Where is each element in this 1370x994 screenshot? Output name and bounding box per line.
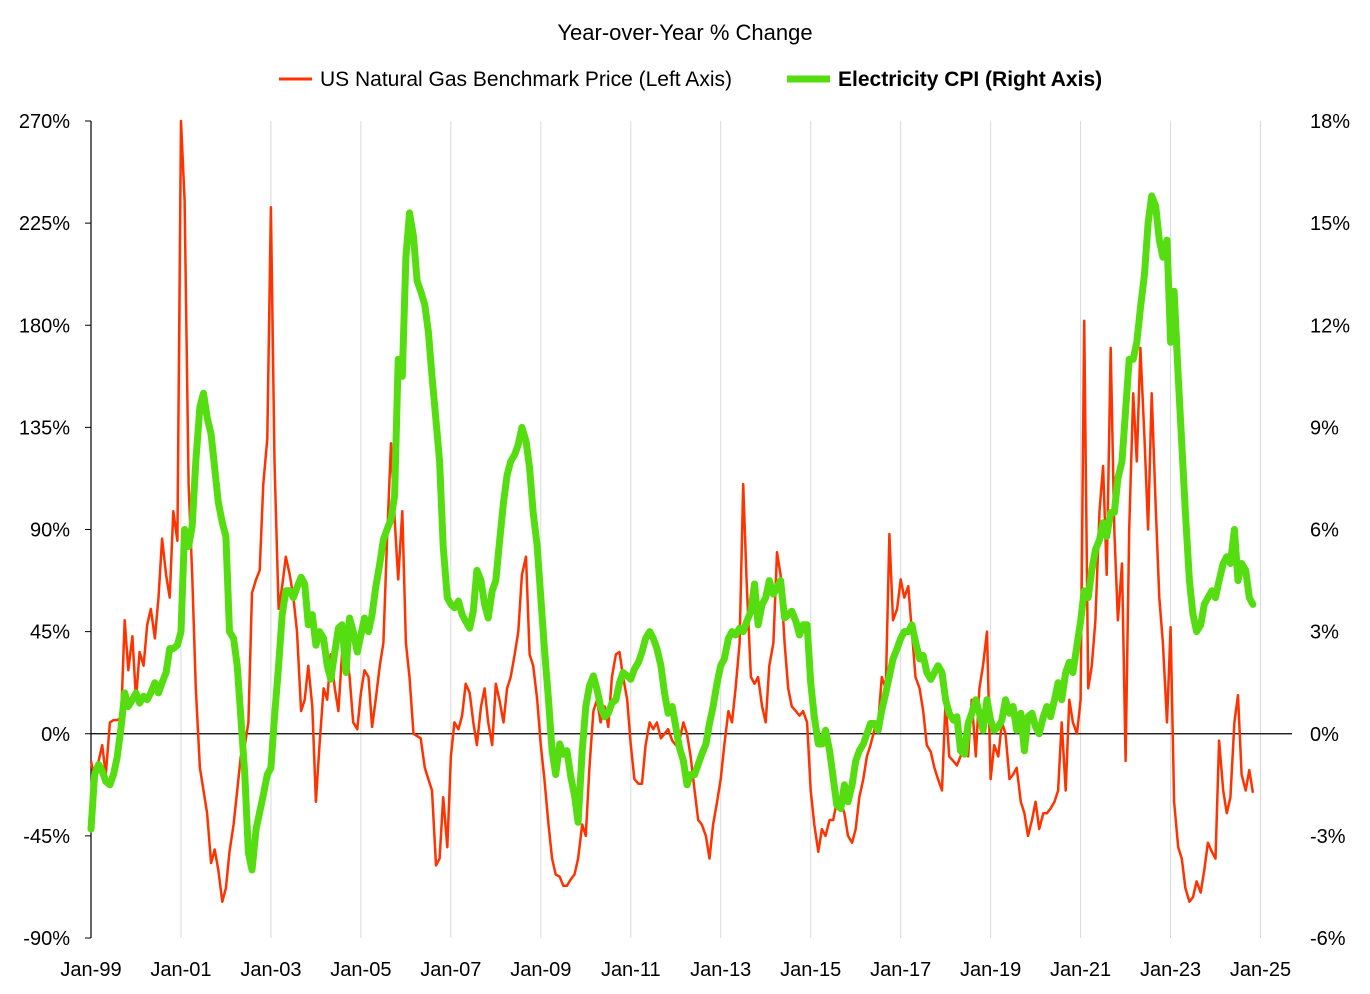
x-tick-label: Jan-09 — [510, 959, 571, 981]
left-tick-label: -45% — [23, 826, 70, 848]
left-tick-label: 180% — [19, 315, 70, 337]
left-tick-label: 0% — [41, 724, 70, 746]
right-tick-label: 6% — [1310, 520, 1339, 542]
x-tick-label: Jan-15 — [780, 959, 841, 981]
left-tick-label: -90% — [23, 928, 70, 950]
x-tick-label: Jan-19 — [960, 959, 1021, 981]
x-tick-label: Jan-03 — [240, 959, 301, 981]
right-tick-label: 3% — [1310, 622, 1339, 644]
left-tick-label: 135% — [19, 417, 70, 439]
legend: US Natural Gas Benchmark Price (Left Axi… — [279, 68, 1102, 91]
left-tick-label: 90% — [30, 520, 70, 542]
x-tick-label: Jan-01 — [150, 959, 211, 981]
x-tick-label: Jan-21 — [1050, 959, 1111, 981]
right-axis-ticks: -6% -3% 0% 3% 6% 9% 12% 15% 18% — [1310, 111, 1350, 950]
right-tick-label: 15% — [1310, 213, 1350, 235]
legend-label-electricity-cpi: Electricity CPI (Right Axis) — [838, 68, 1102, 91]
right-tick-label: 0% — [1310, 724, 1339, 746]
x-tick-label: Jan-17 — [870, 959, 931, 981]
gridlines — [180, 121, 1262, 938]
right-tick-label: 9% — [1310, 417, 1339, 439]
legend-label-natural-gas: US Natural Gas Benchmark Price (Left Axi… — [320, 68, 732, 91]
left-tick-label: 225% — [19, 213, 70, 235]
right-tick-label: 12% — [1310, 315, 1350, 337]
right-tick-label: -3% — [1310, 826, 1346, 848]
x-tick-label: Jan-99 — [60, 959, 121, 981]
chart-title: Year-over-Year % Change — [557, 20, 812, 45]
left-tick-label: 270% — [19, 111, 70, 133]
left-tick-label: 45% — [30, 622, 70, 644]
series-electricity-cpi-line — [87, 192, 1257, 874]
x-tick-label: Jan-13 — [690, 959, 751, 981]
x-tick-label: Jan-07 — [420, 959, 481, 981]
x-tick-label: Jan-11 — [601, 959, 661, 981]
x-tick-label: Jan-23 — [1140, 959, 1201, 981]
x-tick-label: Jan-05 — [330, 959, 391, 981]
right-tick-label: -6% — [1310, 928, 1346, 950]
series-natural-gas-line — [89, 119, 1255, 903]
x-axis-ticks: Jan-99 Jan-01 Jan-03 Jan-05 Jan-07 Jan-09 Jan-… — [60, 959, 1291, 981]
right-tick-label: 18% — [1310, 111, 1350, 133]
x-tick-label: Jan-25 — [1230, 959, 1291, 981]
left-axis-ticks: -90% -45% 0% 45% 90% 135% 180% 225% 270% — [19, 111, 91, 950]
